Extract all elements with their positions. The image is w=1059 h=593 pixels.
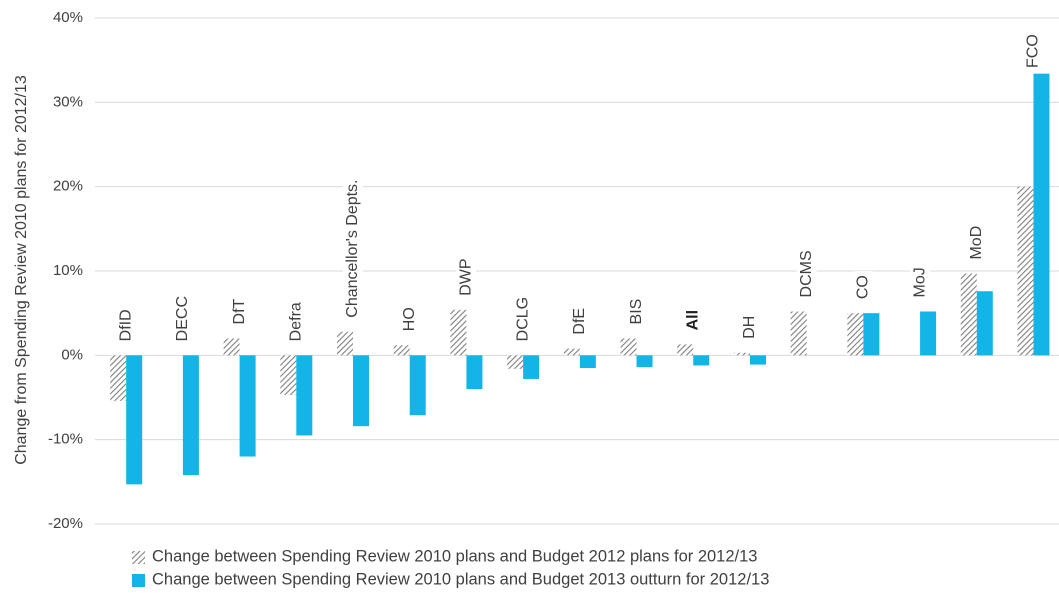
label-background [966,221,987,262]
x-tick-label: DWP [458,258,475,295]
bar [280,355,297,395]
category-label-group: CO [853,271,874,302]
x-tick-label: DfID [117,309,134,341]
bar [466,355,483,390]
category-label-group: MoJ [910,263,931,300]
bar [409,355,426,416]
category-label-group: All [683,305,704,333]
bar [223,338,240,356]
category-label-group: FCO [1023,30,1044,70]
y-tick-label: 10% [53,262,83,279]
legend-label: Change between Spending Review 2010 plan… [152,547,757,565]
bar [563,348,580,356]
label-background [343,175,364,320]
bar [1033,73,1050,356]
x-tick-label: CO [855,275,872,299]
x-tick-label: DCMS [798,250,815,297]
bar [620,338,637,356]
category-labels: DfID DECC DfT Defra Chancellor's Depts. HO DWP… [116,30,1044,344]
bar [1017,186,1034,356]
category-label-group: DfE [569,303,590,337]
label-background [626,294,647,327]
label-background [116,305,137,344]
x-tick-label: DH [741,316,758,339]
bar [749,355,766,365]
bar [790,311,807,356]
bar [353,355,370,427]
y-tick-label: 20% [53,178,83,195]
bar [636,355,653,368]
label-background [399,303,420,334]
label-background [513,292,534,344]
bar [579,355,596,368]
label-background [286,298,307,344]
x-tick-label: HO [401,307,418,331]
category-label-group: HO [399,303,420,334]
y-tick-label: 40% [53,9,83,26]
label-background [1023,30,1044,70]
x-tick-label: BIS [628,299,645,325]
label-background [739,311,760,341]
x-tick-label: MoJ [911,267,928,297]
label-background [172,291,193,344]
label-background [569,303,590,337]
x-tick-label: MoD [968,226,985,260]
label-background [683,305,704,333]
bar [126,355,143,485]
bar [507,355,524,369]
bar [337,331,354,356]
category-label-group: Chancellor's Depts. [343,175,364,320]
bar [847,313,864,356]
legend-label: Change between Spending Review 2010 plan… [152,570,769,588]
label-background [853,271,874,302]
x-tick-label: All [684,310,701,330]
label-background [796,246,817,300]
x-tick-label: DfT [231,298,248,324]
category-label-group: DWP [456,254,477,298]
bar [976,291,993,356]
bar [677,344,694,356]
y-tick-label: 0% [61,346,83,363]
y-tick-label: -20% [48,515,83,532]
legend-marker [132,574,145,587]
bar [110,355,127,401]
category-label-group: DCLG [513,292,534,344]
bar [296,355,313,436]
y-tick-label: 30% [53,93,83,110]
bar [450,309,467,356]
category-label-group: MoD [966,221,987,262]
x-tick-label: DCLG [514,297,531,341]
label-background [910,263,931,300]
bar [693,355,710,366]
category-label-group: DCMS [796,246,817,300]
bar [239,355,256,457]
bar [733,352,750,356]
x-tick-label: Defra [288,302,305,341]
bar [523,355,540,379]
label-background [229,294,250,327]
x-tick-label: DECC [174,296,191,341]
category-label-group: DH [739,311,760,341]
x-tick-label: Chancellor's Depts. [344,179,361,317]
category-label-group: DfT [229,294,250,327]
y-axis-label: Change from Spending Review 2010 plans f… [13,75,30,465]
bar [393,345,410,356]
label-background [456,254,477,298]
category-label-group: Defra [286,298,307,344]
category-label-group: DECC [172,291,193,344]
bar [863,313,880,356]
y-tick-label: -10% [48,431,83,448]
x-tick-label: DfE [571,308,588,335]
bar [182,355,199,476]
category-label-group: DfID [116,305,137,344]
bar [920,311,937,356]
x-tick-label: FCO [1025,34,1042,68]
category-label-group: BIS [626,294,647,327]
bar [960,273,977,356]
legend-marker [132,551,145,564]
